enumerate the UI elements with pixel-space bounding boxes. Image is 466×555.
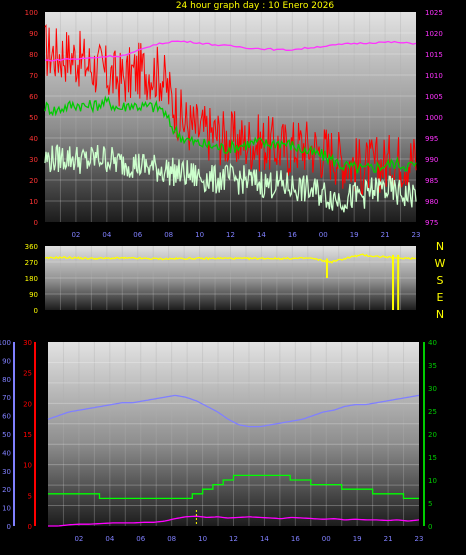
blue-axis-tick: 40: [2, 449, 11, 457]
right-axis-tick: 1020: [425, 30, 443, 38]
green-axis-tick: 40: [428, 339, 437, 347]
green-axis-tick: 5: [428, 500, 432, 508]
wind-axis-tick: 90: [29, 291, 38, 299]
left-axis-tick: 40: [29, 135, 38, 143]
green-axis-tick: 30: [428, 385, 437, 393]
x-tick-label: 14: [257, 231, 266, 239]
blue-axis-tick: 70: [2, 394, 11, 402]
right-axis-tick: 1025: [425, 9, 443, 17]
left-axis-tick: 80: [29, 51, 38, 59]
wind-direction-series: [45, 253, 416, 264]
blue-series: [47, 394, 420, 428]
red-axis-tick: 15: [23, 431, 32, 439]
blue-axis-tick: 0: [7, 523, 11, 531]
x-tick-label: 19: [350, 231, 359, 239]
magenta-series: [48, 515, 420, 527]
x-tick-label: 02: [74, 535, 83, 543]
x-tick-label: 21: [384, 535, 393, 543]
left-axis-tick: 90: [29, 30, 38, 38]
right-axis-tick: 975: [425, 219, 438, 227]
dewpoint-series: [44, 144, 417, 213]
left-axis-tick: 50: [29, 114, 38, 122]
left-axis-tick: 70: [29, 72, 38, 80]
wind-axis-tick: 360: [25, 243, 38, 251]
blue-axis-tick: 60: [2, 413, 11, 421]
green-axis-tick: 25: [428, 408, 437, 416]
page-title: 24 hour graph day : 10 Enero 2026: [176, 1, 335, 11]
compass-label: E: [437, 291, 444, 304]
wind-axis-tick: 270: [25, 259, 38, 267]
compass-label: N: [436, 240, 444, 253]
x-tick-label: 12: [226, 231, 235, 239]
x-tick-label: 23: [412, 231, 421, 239]
x-tick-label: 16: [291, 535, 300, 543]
x-tick-label: 00: [319, 231, 328, 239]
left-axis-tick: 30: [29, 156, 38, 164]
right-axis-tick: 1000: [425, 114, 443, 122]
left-axis-tick: 60: [29, 93, 38, 101]
x-tick-label: 04: [102, 231, 111, 239]
x-tick-label: 16: [288, 231, 297, 239]
x-tick-label: 08: [164, 231, 173, 239]
bottom-chart: 1009080706050403020100302520151050403530…: [0, 339, 437, 543]
x-tick-label: 08: [167, 535, 176, 543]
blue-axis-tick: 80: [2, 376, 11, 384]
x-tick-label: 21: [381, 231, 390, 239]
x-tick-label: 10: [195, 231, 204, 239]
x-tick-label: 02: [71, 231, 80, 239]
x-tick-label: 04: [105, 535, 114, 543]
red-axis-tick: 5: [28, 492, 32, 500]
compass-label: N: [436, 308, 444, 321]
blue-axis-tick: 30: [2, 468, 11, 476]
compass-label: S: [437, 274, 444, 287]
top-chart-background: [45, 12, 416, 222]
x-tick-label: 06: [133, 231, 142, 239]
blue-axis-tick: 90: [2, 357, 11, 365]
x-tick-label: 10: [198, 535, 207, 543]
blue-axis-tick: 50: [2, 431, 11, 439]
left-axis-tick: 0: [34, 219, 38, 227]
red-axis-tick: 10: [23, 462, 32, 470]
pressure-series: [44, 40, 417, 62]
right-axis-tick: 990: [425, 156, 438, 164]
green-axis-tick: 0: [428, 523, 432, 531]
green-series: [48, 474, 419, 500]
red-axis-tick: 30: [23, 339, 32, 347]
wind-axis-tick: 180: [25, 275, 38, 283]
right-axis-tick: 1005: [425, 93, 443, 101]
left-axis-tick: 10: [29, 198, 38, 206]
top-chart: 1009080706050403020100102510201015101010…: [25, 9, 443, 239]
wind-axis-tick: 0: [34, 307, 38, 315]
x-tick-label: 23: [415, 535, 424, 543]
blue-axis-tick: 100: [0, 339, 11, 347]
green-axis-tick: 35: [428, 362, 437, 370]
compass-label: W: [435, 257, 446, 270]
x-tick-label: 19: [353, 535, 362, 543]
green-axis-tick: 10: [428, 477, 437, 485]
right-axis-tick: 1010: [425, 72, 443, 80]
temperature-series: [44, 95, 417, 174]
red-axis-tick: 0: [28, 523, 32, 531]
green-axis-tick: 20: [428, 431, 437, 439]
x-tick-label: 14: [260, 535, 269, 543]
left-axis-tick: 100: [25, 9, 38, 17]
x-tick-label: 00: [322, 535, 331, 543]
blue-axis-tick: 20: [2, 486, 11, 494]
right-axis-tick: 980: [425, 198, 438, 206]
blue-axis-tick: 10: [2, 505, 11, 513]
left-axis-tick: 20: [29, 177, 38, 185]
right-axis-tick: 985: [425, 177, 438, 185]
green-axis-tick: 15: [428, 454, 437, 462]
red-axis-tick: 25: [23, 370, 32, 378]
red-axis-tick: 20: [23, 400, 32, 408]
x-tick-label: 06: [136, 535, 145, 543]
wind-direction-chart: 360 270 180 90 0: [25, 243, 416, 315]
right-axis-tick: 995: [425, 135, 438, 143]
x-tick-label: 12: [229, 535, 238, 543]
bottom-chart-background: [48, 342, 419, 526]
right-axis-tick: 1015: [425, 51, 443, 59]
